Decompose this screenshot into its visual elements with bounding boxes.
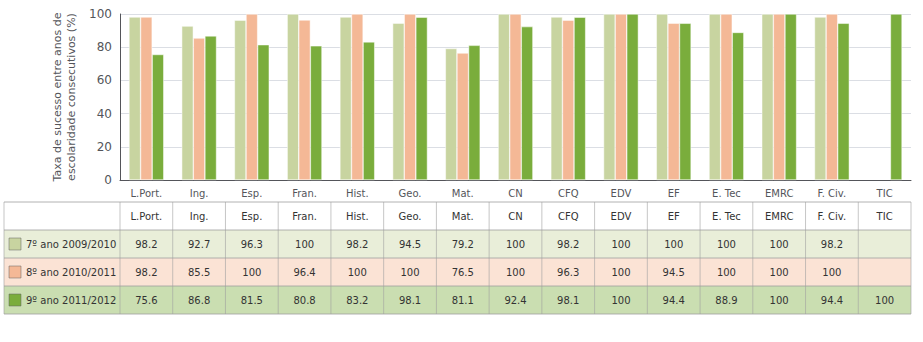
svg-text:100: 100 (89, 7, 112, 21)
svg-text:80: 80 (97, 40, 112, 54)
svg-text:98.1: 98.1 (399, 295, 421, 306)
svg-text:CN: CN (508, 188, 522, 199)
svg-text:100: 100 (770, 267, 789, 278)
svg-text:85.5: 85.5 (188, 267, 210, 278)
svg-text:Hist.: Hist. (346, 188, 369, 199)
svg-text:75.6: 75.6 (135, 295, 157, 306)
svg-text:98.1: 98.1 (557, 295, 579, 306)
svg-text:100: 100 (717, 239, 736, 250)
svg-text:F. Civ.: F. Civ. (818, 188, 847, 199)
svg-text:94.4: 94.4 (821, 295, 843, 306)
svg-text:94.4: 94.4 (663, 295, 685, 306)
svg-text:CFQ: CFQ (558, 188, 579, 199)
svg-text:Taxa de sucesso entre anos de: Taxa de sucesso entre anos de (51, 12, 64, 182)
svg-text:92.7: 92.7 (188, 239, 210, 250)
svg-text:76.5: 76.5 (452, 267, 474, 278)
svg-text:Esp.: Esp. (241, 188, 262, 199)
svg-text:TIC: TIC (876, 188, 893, 199)
svg-text:100: 100 (875, 295, 894, 306)
svg-text:96.4: 96.4 (293, 267, 315, 278)
svg-text:96.3: 96.3 (557, 267, 579, 278)
svg-text:100: 100 (611, 267, 630, 278)
svg-text:100: 100 (611, 295, 630, 306)
svg-text:98.2: 98.2 (821, 239, 843, 250)
svg-text:81.1: 81.1 (452, 295, 474, 306)
svg-text:100: 100 (822, 267, 841, 278)
svg-text:EMRC: EMRC (765, 211, 793, 222)
svg-text:TIC: TIC (876, 211, 893, 222)
svg-text:94.5: 94.5 (399, 239, 421, 250)
svg-text:100: 100 (664, 239, 683, 250)
svg-text:100: 100 (770, 239, 789, 250)
svg-text:83.2: 83.2 (346, 295, 368, 306)
svg-text:86.8: 86.8 (188, 295, 210, 306)
svg-text:Geo.: Geo. (399, 188, 422, 199)
svg-text:EDV: EDV (611, 188, 632, 199)
svg-text:100: 100 (295, 239, 314, 250)
svg-text:L.Port.: L.Port. (130, 188, 162, 199)
svg-text:94.5: 94.5 (663, 267, 685, 278)
svg-text:Fran.: Fran. (292, 211, 317, 222)
svg-text:Ing.: Ing. (190, 211, 209, 222)
svg-text:9º ano 2011/2012: 9º ano 2011/2012 (26, 295, 116, 306)
svg-text:100: 100 (611, 239, 630, 250)
svg-text:40: 40 (97, 107, 112, 121)
svg-text:100: 100 (242, 267, 261, 278)
svg-text:98.2: 98.2 (346, 239, 368, 250)
svg-text:100: 100 (400, 267, 419, 278)
svg-text:80.8: 80.8 (293, 295, 315, 306)
svg-text:98.2: 98.2 (557, 239, 579, 250)
svg-text:100: 100 (348, 267, 367, 278)
svg-text:Mat.: Mat. (452, 211, 474, 222)
svg-text:Hist.: Hist. (346, 211, 369, 222)
svg-text:81.5: 81.5 (241, 295, 263, 306)
svg-text:E. Tec: E. Tec (712, 188, 741, 199)
svg-text:100: 100 (770, 295, 789, 306)
svg-text:EF: EF (668, 211, 680, 222)
svg-text:Geo.: Geo. (399, 211, 422, 222)
svg-text:EDV: EDV (611, 211, 632, 222)
svg-text:CN: CN (508, 211, 522, 222)
svg-text:CFQ: CFQ (558, 211, 579, 222)
svg-text:8º ano 2010/2011: 8º ano 2010/2011 (26, 267, 116, 278)
svg-text:88.9: 88.9 (715, 295, 737, 306)
svg-text:79.2: 79.2 (452, 239, 474, 250)
svg-text:92.4: 92.4 (504, 295, 526, 306)
svg-text:98.2: 98.2 (135, 239, 157, 250)
svg-text:0: 0 (104, 173, 112, 187)
svg-text:Fran.: Fran. (292, 188, 317, 199)
svg-text:escolaridade consecutivos (%): escolaridade consecutivos (%) (65, 13, 78, 181)
svg-text:EF: EF (668, 188, 680, 199)
svg-text:F. Civ.: F. Civ. (818, 211, 847, 222)
svg-text:100: 100 (506, 239, 525, 250)
svg-text:EMRC: EMRC (765, 188, 793, 199)
svg-text:E. Tec: E. Tec (712, 211, 741, 222)
svg-text:Esp.: Esp. (241, 211, 262, 222)
svg-text:100: 100 (717, 267, 736, 278)
svg-text:Mat.: Mat. (452, 188, 474, 199)
svg-text:L.Port.: L.Port. (130, 211, 162, 222)
svg-text:7º ano 2009/2010: 7º ano 2009/2010 (26, 239, 116, 250)
svg-text:Ing.: Ing. (190, 188, 209, 199)
svg-text:100: 100 (506, 267, 525, 278)
svg-text:96.3: 96.3 (241, 239, 263, 250)
svg-text:98.2: 98.2 (135, 267, 157, 278)
svg-text:60: 60 (97, 73, 112, 87)
svg-text:20: 20 (97, 140, 112, 154)
